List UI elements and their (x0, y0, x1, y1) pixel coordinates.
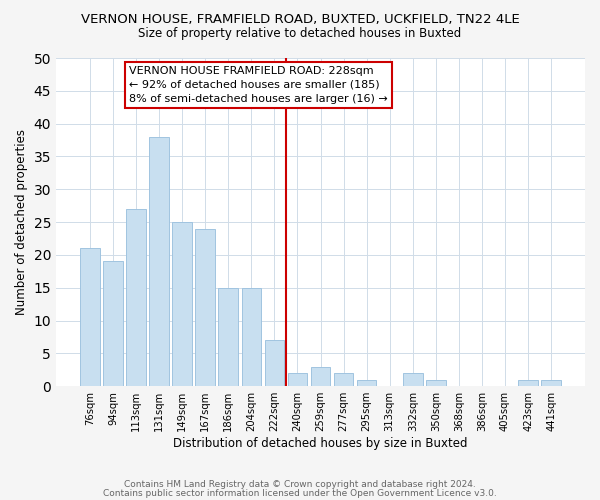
Text: Contains public sector information licensed under the Open Government Licence v3: Contains public sector information licen… (103, 489, 497, 498)
Text: VERNON HOUSE FRAMFIELD ROAD: 228sqm
← 92% of detached houses are smaller (185)
8: VERNON HOUSE FRAMFIELD ROAD: 228sqm ← 92… (129, 66, 388, 104)
Bar (311, 366, 331, 386)
Bar (334, 373, 353, 386)
Bar (218, 288, 238, 386)
Bar (287, 373, 307, 386)
Bar (518, 380, 538, 386)
Bar (426, 380, 446, 386)
Text: Contains HM Land Registry data © Crown copyright and database right 2024.: Contains HM Land Registry data © Crown c… (124, 480, 476, 489)
Bar (103, 262, 123, 386)
Bar (242, 288, 261, 386)
Bar (80, 248, 100, 386)
Bar (403, 373, 422, 386)
Bar (196, 228, 215, 386)
Bar (126, 209, 146, 386)
Bar (265, 340, 284, 386)
Bar (541, 380, 561, 386)
Text: VERNON HOUSE, FRAMFIELD ROAD, BUXTED, UCKFIELD, TN22 4LE: VERNON HOUSE, FRAMFIELD ROAD, BUXTED, UC… (80, 12, 520, 26)
Bar (357, 380, 376, 386)
X-axis label: Distribution of detached houses by size in Buxted: Distribution of detached houses by size … (173, 437, 468, 450)
Text: Size of property relative to detached houses in Buxted: Size of property relative to detached ho… (139, 28, 461, 40)
Bar (172, 222, 192, 386)
Bar (149, 137, 169, 386)
Y-axis label: Number of detached properties: Number of detached properties (15, 129, 28, 315)
